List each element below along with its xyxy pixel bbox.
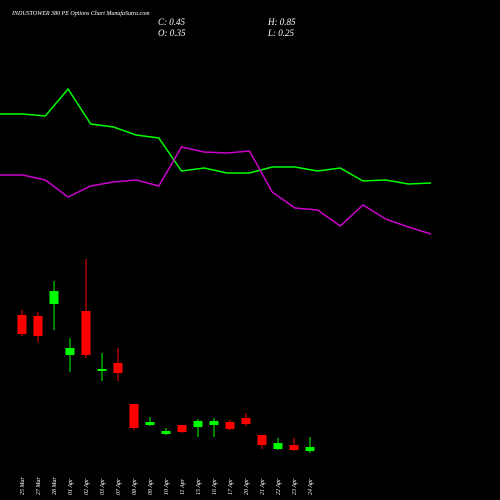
x-tick-label: 21 Apr — [260, 478, 266, 495]
x-tick-label: 09 Apr — [148, 478, 154, 495]
candle-body — [177, 425, 187, 432]
candle-body — [113, 363, 123, 373]
x-tick-label: 03 Apr — [100, 478, 106, 495]
candle-body — [65, 348, 75, 355]
candle-body — [129, 404, 139, 428]
candle-body — [97, 369, 107, 371]
x-tick-label: 10 Apr — [164, 478, 170, 495]
candle-body — [49, 291, 59, 304]
x-tick-label: 11 Apr — [180, 478, 186, 495]
x-tick-label: 27 Mar — [36, 477, 42, 495]
x-tick-label: 17 Apr — [228, 478, 234, 495]
x-tick-label: 22 Apr — [276, 478, 282, 495]
candle-body — [145, 422, 155, 425]
low-label: L: 0.25 — [267, 28, 295, 38]
candle-body — [81, 311, 91, 355]
candle-body — [17, 315, 27, 334]
candle-body — [241, 418, 251, 424]
x-tick-label: 25 Mar — [20, 477, 26, 495]
x-tick-label: 23 Apr — [292, 478, 298, 495]
x-tick-label: 01 Apr — [68, 478, 74, 495]
candle-body — [209, 421, 219, 425]
candle-body — [257, 435, 267, 445]
line-series — [0, 146, 432, 235]
candle-body — [289, 445, 299, 450]
x-tick-label: 15 Apr — [196, 478, 202, 495]
candle-body — [33, 316, 43, 336]
line-series — [0, 87, 432, 185]
x-tick-label: 20 Apr — [244, 478, 250, 495]
x-tick-label: 07 Apr — [116, 478, 122, 495]
open-label: O: 0.35 — [158, 28, 186, 38]
chart-title: INDUSTOWER 380 PE Options Chart MunafaSu… — [11, 10, 150, 17]
candle-body — [161, 431, 171, 434]
x-tick-label: 08 Apr — [132, 478, 138, 495]
x-tick-label: 16 Apr — [212, 478, 218, 495]
x-tick-label: 28 Mar — [52, 477, 58, 495]
high-label: H: 0.85 — [267, 17, 296, 27]
x-tick-label: 24 Apr — [307, 478, 314, 495]
candle-body — [193, 421, 203, 427]
candle-body — [305, 447, 315, 451]
candle-body — [225, 422, 235, 429]
candle-body — [273, 443, 283, 449]
close-label: C: 0.45 — [158, 17, 186, 27]
x-tick-label: 02 Apr — [84, 478, 90, 495]
